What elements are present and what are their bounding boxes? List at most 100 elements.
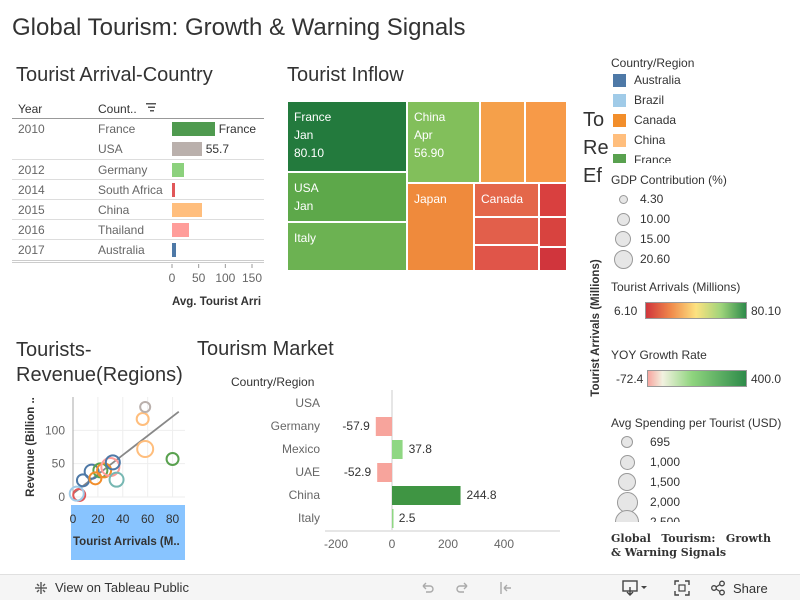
row-bar[interactable] bbox=[172, 203, 203, 217]
view-on-tableau-link[interactable]: View on Tableau Public bbox=[34, 580, 189, 595]
legend-country-name: China bbox=[634, 133, 666, 147]
legend-country-name: Brazil bbox=[634, 93, 665, 107]
treemap-cell[interactable]: France Jan 80.10 bbox=[287, 101, 407, 172]
treemap-cell[interactable]: Japan bbox=[407, 183, 474, 271]
treemap-cell[interactable] bbox=[480, 101, 525, 183]
legend-country-item[interactable]: China bbox=[613, 133, 665, 147]
download-icon[interactable] bbox=[622, 579, 648, 597]
x-tick-label: 80 bbox=[166, 512, 180, 526]
treemap-cell[interactable] bbox=[474, 245, 539, 271]
fullscreen-icon[interactable] bbox=[673, 579, 691, 600]
table-row[interactable]: USA 55.7 bbox=[12, 139, 264, 159]
regions-title-line-1: Tourists- bbox=[16, 339, 92, 361]
redo-icon[interactable] bbox=[455, 580, 471, 600]
country-legend[interactable]: Australia Brazil Canada China France bbox=[613, 73, 793, 163]
row-year: 2014 bbox=[18, 183, 45, 197]
view-on-tableau-label: View on Tableau Public bbox=[55, 580, 189, 595]
sort-icon[interactable] bbox=[145, 100, 157, 112]
col-country-header[interactable]: Count.. bbox=[98, 102, 137, 116]
axis-tick-label: 100 bbox=[215, 271, 235, 285]
market-bar bbox=[392, 440, 403, 459]
scatter-point bbox=[83, 463, 100, 480]
market-tick-label: 400 bbox=[494, 537, 514, 551]
legend-country-name: Canada bbox=[634, 113, 677, 127]
treemap-cell[interactable]: Italy bbox=[287, 222, 407, 271]
spending-legend: 695 1,000 1,500 2,000 2,500 bbox=[612, 432, 792, 522]
col-year-header[interactable]: Year bbox=[18, 102, 43, 116]
row-bar[interactable] bbox=[172, 163, 184, 177]
revert-icon[interactable] bbox=[498, 580, 514, 600]
table-row[interactable]: 2016 Thailand bbox=[12, 219, 264, 239]
treemap-cell-label: 56.90 bbox=[414, 146, 445, 160]
scatter-point bbox=[104, 454, 121, 471]
axis-tick-label: 150 bbox=[242, 271, 262, 285]
market-category: Mexico bbox=[282, 442, 320, 456]
row-bar[interactable] bbox=[172, 223, 190, 237]
market-bar-label: 37.8 bbox=[409, 442, 433, 456]
row-bar[interactable] bbox=[172, 122, 215, 136]
market-category: China bbox=[289, 488, 321, 502]
tableau-toolbar: View on Tableau Public Share bbox=[0, 574, 800, 600]
spending-size-label: 2,000 bbox=[650, 495, 681, 509]
row-bar-label: France bbox=[218, 122, 257, 136]
treemap-cell[interactable] bbox=[539, 247, 567, 271]
market-tick-label: -200 bbox=[324, 537, 348, 551]
treemap-cell-label: Jan bbox=[294, 128, 314, 142]
row-bar[interactable] bbox=[172, 142, 202, 156]
legend-country-item[interactable]: Australia bbox=[613, 73, 681, 87]
gdp-size-label: 10.00 bbox=[640, 212, 671, 226]
undo-icon[interactable] bbox=[419, 580, 435, 600]
share-label: Share bbox=[733, 580, 768, 596]
arrival-axis-label: Avg. Tourist Arri bbox=[172, 296, 262, 308]
gdp-size-circle bbox=[618, 194, 628, 204]
table-row[interactable]: 2010 France France bbox=[12, 119, 264, 139]
treemap-cell-label: Jan bbox=[294, 199, 314, 213]
treemap-cell[interactable]: USA Jan bbox=[287, 172, 407, 222]
treemap-cell[interactable] bbox=[525, 101, 567, 183]
market-col-header: Country/Region bbox=[231, 375, 315, 389]
scatter-point bbox=[88, 471, 103, 486]
x-axis-highlight bbox=[71, 505, 185, 560]
treemap-cell[interactable] bbox=[474, 217, 539, 245]
inflow-title: Tourist Inflow bbox=[287, 64, 404, 86]
table-row[interactable]: 2015 China bbox=[12, 199, 264, 219]
row-bar[interactable] bbox=[172, 243, 176, 257]
legend-country-item[interactable]: France bbox=[613, 153, 671, 163]
yoy-gradient bbox=[647, 370, 747, 387]
row-year: 2010 bbox=[18, 122, 45, 136]
table-row[interactable]: 2014 South Africa bbox=[12, 179, 264, 199]
spending-size-circle bbox=[615, 510, 639, 522]
regions-scatter[interactable]: 0 50 100 Revenue (Billion .. 0 20 40 60 80 Touris… bbox=[18, 392, 190, 564]
table-row[interactable]: 2012 Germany bbox=[12, 159, 264, 179]
y-tick-label: 100 bbox=[45, 423, 65, 437]
treemap-cell[interactable]: China Apr 56.90 bbox=[407, 101, 480, 183]
spending-size-label: 1,000 bbox=[650, 455, 681, 469]
table-header-rule bbox=[12, 118, 264, 119]
treemap-cell-label: Italy bbox=[294, 231, 317, 245]
scatter-point bbox=[136, 440, 155, 458]
legend-country-item[interactable]: Canada bbox=[613, 113, 676, 127]
table-row[interactable]: 2017 Australia bbox=[12, 239, 264, 259]
market-category: UAE bbox=[295, 465, 320, 479]
market-chart[interactable]: USA Germany -57.9 Mexico 37.8 UAE -52.9 China 24… bbox=[230, 390, 560, 560]
market-category: USA bbox=[295, 396, 320, 410]
legend-gdp-title: GDP Contribution (%) bbox=[611, 173, 727, 187]
table-scrollbar[interactable] bbox=[12, 260, 264, 263]
legend-yoy-title: YOY Growth Rate bbox=[611, 348, 707, 362]
row-year: 2015 bbox=[18, 203, 45, 217]
legend-country-title: Country/Region bbox=[611, 56, 695, 70]
share-button[interactable]: Share bbox=[710, 580, 768, 596]
arrival-axis: 0 50 100 150 bbox=[169, 264, 262, 285]
treemap-cell[interactable]: Canada bbox=[474, 183, 539, 217]
row-country: China bbox=[98, 203, 130, 217]
treemap-cell[interactable] bbox=[539, 183, 567, 217]
legend-country-item[interactable]: Brazil bbox=[613, 93, 664, 107]
spending-size-circle bbox=[621, 436, 633, 448]
market-bar-label: -52.9 bbox=[344, 465, 372, 479]
legend-swatch bbox=[613, 93, 626, 107]
regions-title: Tourists- Revenue(Regions) bbox=[16, 338, 183, 388]
inflow-treemap[interactable]: France Jan 80.10 USA Jan Italy China Apr 56.90 Ja… bbox=[287, 101, 567, 271]
treemap-cell[interactable] bbox=[539, 217, 567, 247]
row-bar[interactable] bbox=[172, 183, 176, 197]
legend-arrivals-title: Tourist Arrivals (Millions) bbox=[611, 280, 741, 294]
